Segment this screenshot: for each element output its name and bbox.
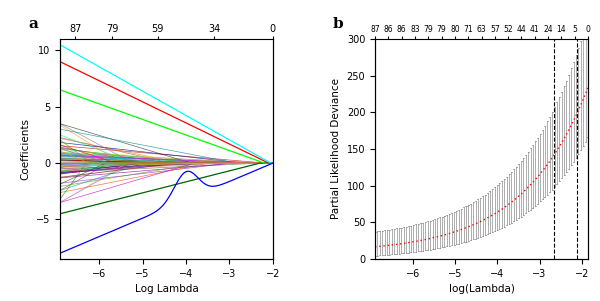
Text: b: b	[332, 17, 343, 31]
Y-axis label: Partial Likelihood Deviance: Partial Likelihood Deviance	[331, 79, 341, 219]
Y-axis label: Coefficients: Coefficients	[20, 118, 31, 180]
X-axis label: log(Lambda): log(Lambda)	[449, 284, 514, 294]
Text: a: a	[28, 17, 38, 31]
X-axis label: Log Lambda: Log Lambda	[134, 284, 199, 294]
